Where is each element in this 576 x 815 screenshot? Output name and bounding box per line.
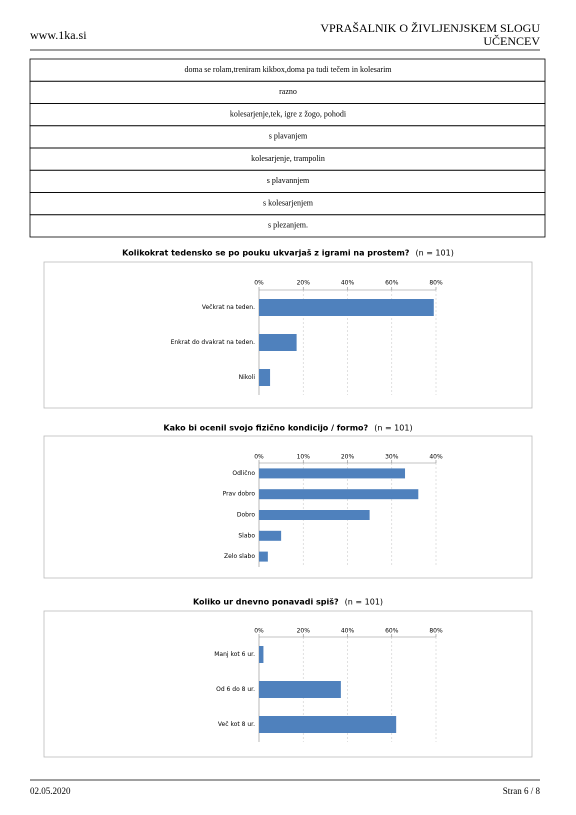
bar [259, 369, 271, 386]
site: www.1ka.si [30, 28, 87, 42]
table-text: kolesarjenje, trampolin [251, 154, 325, 163]
category-label: Od 6 do 8 ur. [216, 686, 255, 693]
category-label: Nikoli [239, 374, 256, 381]
table-text: s kolesarjenjem [263, 198, 314, 207]
doc-title: VPRAŠALNIK O ŽIVLJENJSKEM SLOGU [320, 21, 540, 35]
x-tick-label: 60% [385, 628, 399, 635]
doc-title: UČENCEV [483, 34, 540, 48]
bar [259, 551, 268, 562]
table-text: doma se rolam,treniram kikbox,doma pa tu… [184, 65, 392, 74]
bar [259, 299, 434, 316]
chart-note: (n = 101) [374, 424, 412, 433]
x-tick-label: 60% [385, 280, 399, 287]
category-label: Enkrat do dvakrat na teden. [171, 339, 256, 346]
table-text: s plavannjem [267, 176, 310, 185]
x-tick-label: 20% [297, 280, 311, 287]
chart-title: Koliko ur dnevno ponavadi spiš? [193, 597, 339, 607]
bar [259, 646, 264, 663]
x-tick-label: 40% [429, 454, 443, 461]
chart-title: Kako bi ocenil svojo fizično kondicijo /… [163, 423, 368, 433]
x-tick-label: 40% [341, 280, 355, 287]
category-label: Dobro [237, 512, 255, 519]
chart-note: (n = 101) [415, 249, 453, 258]
chart-note: (n = 101) [345, 598, 383, 607]
table-text: s plavanjem [269, 132, 308, 141]
chart-frame [43, 435, 533, 579]
x-tick-label: 40% [341, 628, 355, 635]
bar [259, 468, 406, 479]
x-tick-label: 0% [254, 628, 264, 635]
x-tick-label: 80% [429, 628, 443, 635]
chart-title: Kolikokrat tedensko se po pouku ukvarjaš… [122, 248, 410, 258]
footer-date: 02.05.2020 [30, 786, 71, 796]
bar [259, 716, 397, 733]
category-label: Več kot 8 ur. [218, 721, 255, 728]
table-cell [29, 214, 546, 238]
category-label: Zelo slabo [224, 553, 255, 560]
x-tick-label: 0% [254, 280, 264, 287]
category-label: Odlično [232, 470, 255, 477]
category-label: Prav dobro [223, 491, 256, 498]
x-tick-label: 10% [297, 454, 311, 461]
table-text: kolesarjenje,tek, igre z žogo, pohodi [230, 109, 347, 118]
bar [259, 334, 297, 351]
table-text: s plezanjem. [268, 221, 308, 230]
category-label: Manj kot 6 ur. [214, 651, 255, 658]
bar [259, 681, 341, 698]
category-label: Slabo [238, 532, 255, 539]
chart-frame [43, 610, 533, 758]
bar [259, 530, 282, 541]
chart-frame [43, 261, 533, 409]
x-tick-label: 20% [297, 628, 311, 635]
x-tick-label: 80% [429, 280, 443, 287]
category-label: Večkrat na teden. [202, 304, 255, 311]
table-text: razno [279, 87, 297, 96]
x-tick-label: 0% [254, 454, 264, 461]
footer-page: Stran 6 / 8 [503, 786, 541, 796]
x-tick-label: 20% [341, 454, 355, 461]
x-tick-label: 30% [385, 454, 399, 461]
bar [259, 489, 419, 500]
bar [259, 510, 370, 520]
